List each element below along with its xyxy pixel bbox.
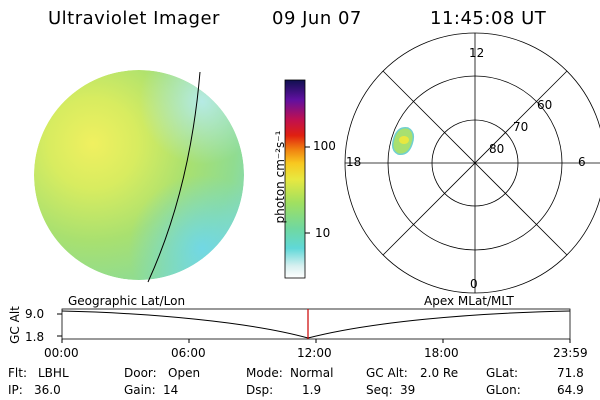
timeline-plot <box>57 308 571 343</box>
colorbar-unit-label: photon cm⁻²s⁻¹ <box>273 130 287 224</box>
timeline-right-label: Apex MLat/MLT <box>424 294 514 308</box>
door-value: Open <box>168 366 201 380</box>
altitude-curve <box>61 310 571 339</box>
lat-label-70: 70 <box>513 120 529 134</box>
glon-label: GLon: <box>486 383 521 397</box>
mlt-label-12: 12 <box>469 46 485 60</box>
earth-disk <box>34 70 244 280</box>
dsp-label: Dsp: <box>246 383 274 397</box>
observation-time: 11:45:08 UT <box>430 8 547 29</box>
glat-label: GLat: <box>486 366 519 380</box>
colorbar-tick-10: 10 <box>315 226 331 240</box>
mlt-label-6: 6 <box>578 155 586 169</box>
polar-plot <box>344 32 600 294</box>
gain-value: 14 <box>163 383 179 397</box>
auroral-blob <box>391 126 415 156</box>
instrument-title: Ultraviolet Imager <box>48 8 220 29</box>
x-tick-0600: 06:00 <box>171 346 206 360</box>
timeline-left-label: Geographic Lat/Lon <box>68 294 186 308</box>
gain-label: Gain: <box>124 383 156 397</box>
color-scale-bar <box>284 79 306 279</box>
flt-value: LBHL <box>38 366 69 380</box>
gcalt-value: 2.0 Re <box>420 366 459 380</box>
mode-label: Mode: <box>246 366 283 380</box>
flt-label: Flt: <box>8 366 27 380</box>
ip-label: IP: <box>8 383 23 397</box>
dsp-value: 1.9 <box>302 383 322 397</box>
x-tick-1800: 18:00 <box>424 346 459 360</box>
x-tick-1200: 12:00 <box>297 346 332 360</box>
gcalt-label: GC Alt: <box>366 366 408 380</box>
observation-date: 09 Jun 07 <box>272 8 362 29</box>
ip-value: 36.0 <box>34 383 61 397</box>
timeline-y-axis-title: GC Alt <box>8 306 22 344</box>
y-tick-9: 9.0 <box>25 307 45 321</box>
lat-label-80: 80 <box>489 142 505 156</box>
x-tick-2359: 23:59 <box>553 346 588 360</box>
mlt-label-18: 18 <box>346 155 362 169</box>
glat-value: 71.8 <box>557 366 584 380</box>
x-tick-0000: 00:00 <box>44 346 79 360</box>
y-tick-1-8: 1.8 <box>25 330 45 344</box>
glon-value: 64.9 <box>557 383 584 397</box>
mlt-label-0: 0 <box>470 277 478 291</box>
seq-label: Seq: <box>366 383 393 397</box>
terminator-line <box>147 71 201 283</box>
door-label: Door: <box>124 366 157 380</box>
lat-label-60: 60 <box>537 98 553 112</box>
seq-value: 39 <box>400 383 416 397</box>
mode-value: Normal <box>290 366 334 380</box>
colorbar-tick-100: 100 <box>313 139 336 153</box>
